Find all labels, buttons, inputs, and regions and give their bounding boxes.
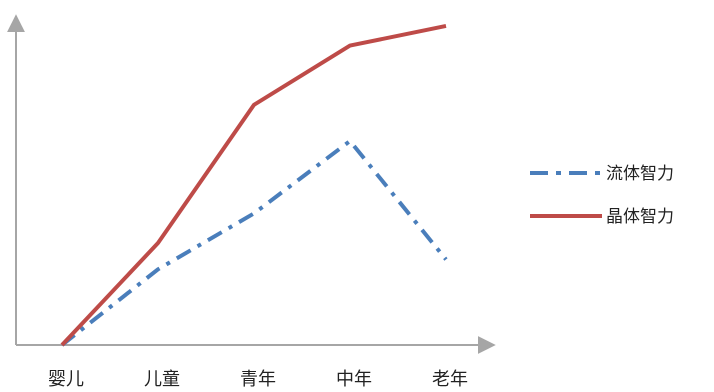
- data-point: [156, 241, 160, 245]
- x-tick-label: 儿童: [144, 369, 180, 390]
- series-2: [60, 23, 448, 347]
- legend-label: 流体智力: [606, 164, 674, 184]
- series-line: [60, 139, 448, 347]
- series-layer: [60, 23, 448, 347]
- x-tick-label: 婴儿: [48, 369, 84, 390]
- legend-item: 流体智力: [530, 164, 674, 184]
- data-point: [60, 343, 64, 347]
- data-point: [444, 24, 448, 28]
- x-tick-label: 中年: [336, 369, 372, 390]
- legend-item: 晶体智力: [530, 207, 674, 227]
- data-point: [156, 267, 160, 271]
- x-tick-labels: 婴儿 儿童 青年 中年 老年: [48, 369, 468, 390]
- x-tick-label: 青年: [240, 369, 276, 390]
- series-line: [60, 23, 447, 347]
- data-point: [348, 139, 352, 143]
- legend-label: 晶体智力: [606, 207, 674, 227]
- data-point: [348, 44, 352, 48]
- data-point: [252, 103, 256, 107]
- x-tick-label: 老年: [432, 369, 468, 390]
- data-point: [252, 211, 256, 215]
- data-point: [444, 258, 448, 262]
- series-1: [60, 139, 448, 347]
